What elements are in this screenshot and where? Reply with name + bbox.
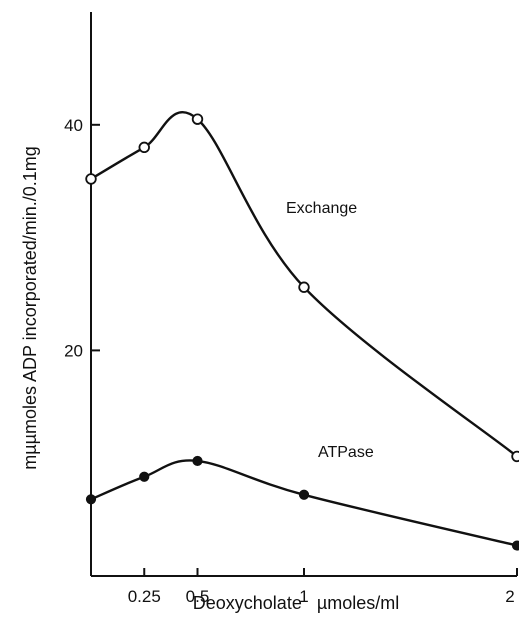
data-point-exchange [138,141,150,154]
y-tick-label: 40 [64,116,83,135]
y-tick-label: 20 [64,341,83,360]
x-axis-title: Deoxycholate µmoles/ml [193,593,399,613]
data-point-exchange [511,450,519,463]
data-point-atpase [139,471,150,482]
data-point-atpase [85,494,97,505]
data-point-atpase [511,540,519,551]
points [85,113,519,551]
data-point-exchange [298,281,310,293]
tick-labels: 0.25 0.5 1 2 20 40 [64,116,515,606]
y-axis-title: mµµmoles ADP incorporated/min./0.1mg [20,146,40,470]
curves [90,111,518,547]
series-line-atpase [90,459,518,547]
data-point-exchange [85,173,97,185]
series-label-exchange: Exchange [286,200,357,217]
data-point-exchange [191,113,204,125]
x-tick-label: 1 [299,587,308,606]
x-tick-label: 2 [505,587,514,606]
data-point-atpase [298,489,310,500]
data-point-atpase [192,455,203,467]
ticks [91,123,518,576]
x-tick-label: 0.5 [186,587,210,606]
series-label-atpase: ATPase [318,444,374,461]
x-tick-label: 0.25 [128,587,161,606]
